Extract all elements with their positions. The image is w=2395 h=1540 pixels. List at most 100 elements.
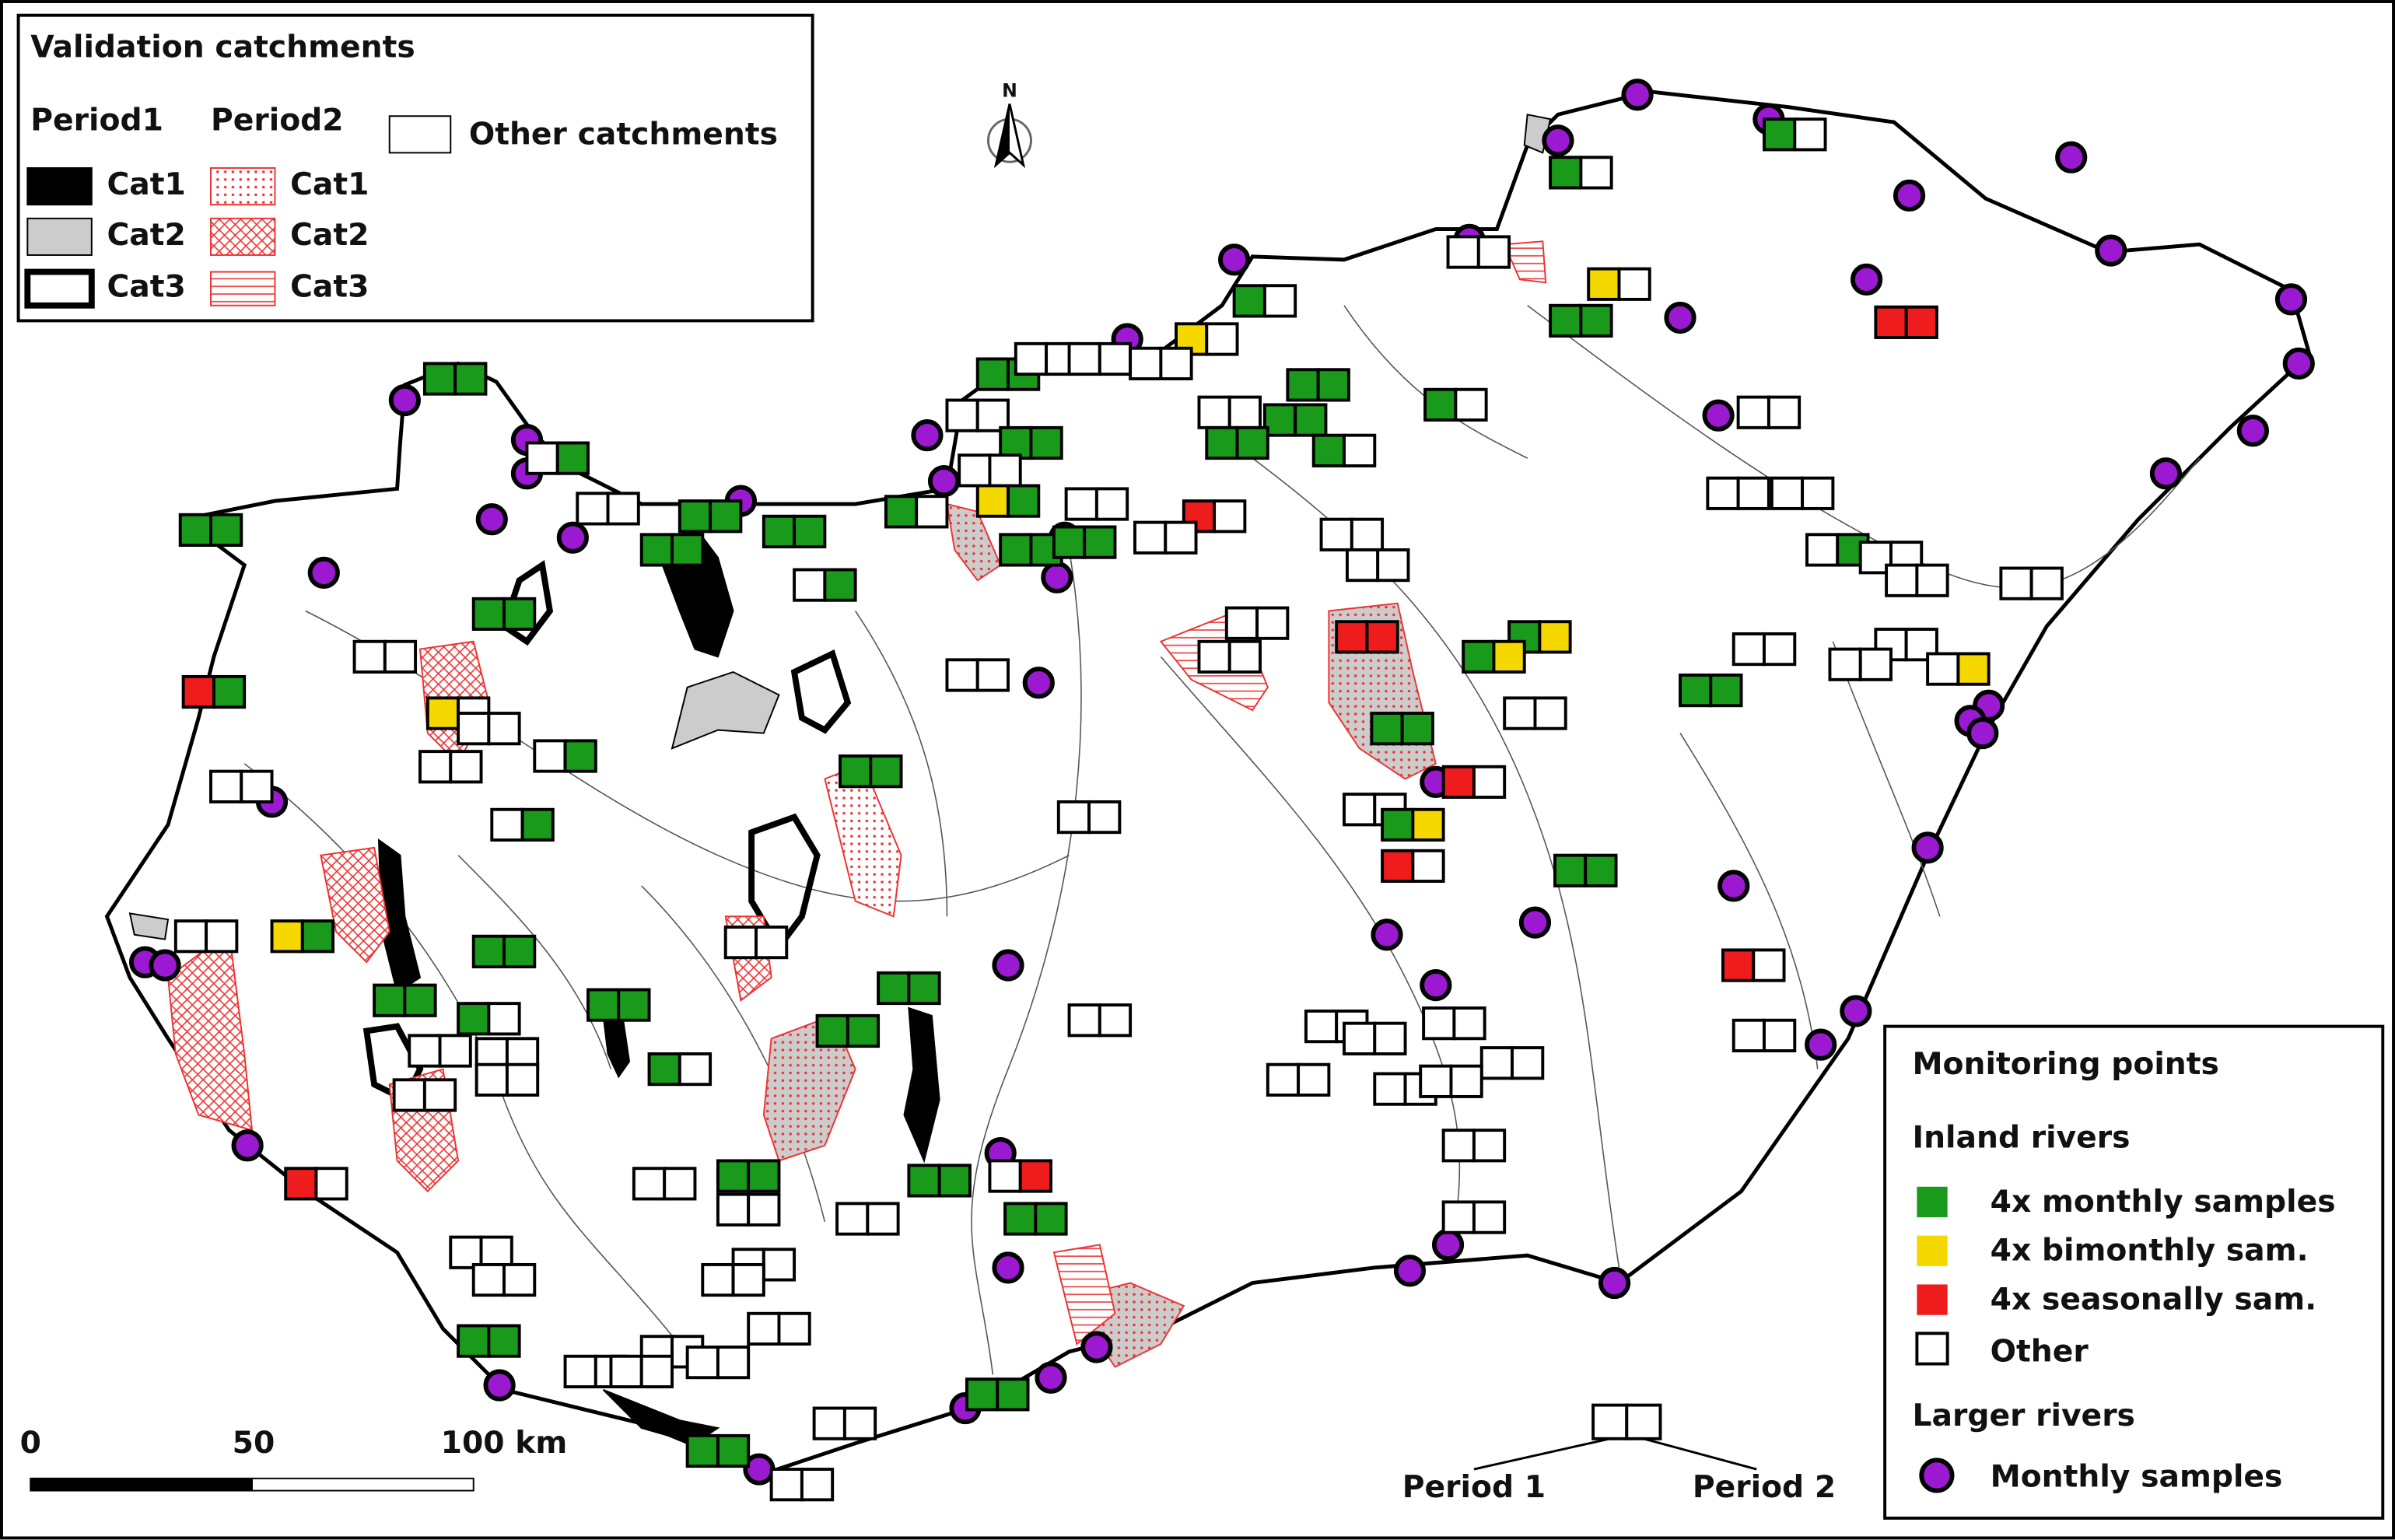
inland-point-p2	[1472, 765, 1507, 800]
inland-point-p1	[1205, 425, 1239, 460]
larger-river-point	[927, 464, 961, 498]
legend-label: 4x monthly samples	[1991, 1185, 2336, 1220]
inland-point-p1	[1763, 117, 1797, 152]
inland-point-p1	[999, 533, 1033, 567]
inland-point-p2	[747, 1159, 781, 1193]
inland-point-p2	[1492, 639, 1526, 674]
inland-point-p1	[716, 1159, 751, 1193]
inland-point-p2	[502, 1262, 537, 1297]
legend-label: Cat3	[107, 270, 185, 305]
inland-point-p1	[1335, 620, 1369, 654]
inland-point-p1	[1446, 235, 1480, 269]
larger-river-point	[1035, 1361, 1067, 1394]
larger-river-point	[1431, 1228, 1465, 1262]
larger-river-point	[307, 556, 340, 590]
inland-point-p2	[240, 769, 274, 803]
inland-point-p1	[1197, 639, 1231, 674]
inland-point-p2	[915, 495, 949, 529]
inland-point-p2	[438, 1034, 472, 1068]
larger-river-point	[1598, 1266, 1631, 1300]
inland-point-p2	[907, 971, 941, 1006]
inland-point-p2	[1763, 1018, 1797, 1052]
inland-point-p2	[793, 514, 827, 548]
inland-point-p2	[823, 568, 857, 602]
larger-river-point	[149, 949, 181, 982]
inland-point-p1	[449, 1235, 483, 1269]
inland-point-p2	[1709, 673, 1743, 708]
inland-point-p1	[1266, 1062, 1301, 1097]
legend-heading: Inland rivers	[1912, 1120, 2130, 1155]
legend-label: Cat1	[290, 167, 369, 202]
inland-point-p2	[487, 1324, 521, 1358]
inland-point-p1	[586, 988, 621, 1022]
inland-point-p1	[835, 1202, 870, 1236]
larger-river-point	[1393, 1255, 1427, 1287]
inland-point-p2	[800, 1468, 835, 1502]
legend-label: Other catchments	[469, 117, 778, 152]
inland-point-p2	[1087, 800, 1122, 835]
inland-point-p2	[1294, 403, 1328, 437]
inland-point-p2	[1213, 499, 1247, 534]
inland-point-p1	[1828, 647, 1862, 681]
catchments	[128, 114, 1552, 1444]
inland-point-p1	[533, 739, 567, 773]
legend-title: Monitoring points	[1912, 1047, 2218, 1082]
inland-point-p2	[300, 919, 335, 954]
inland-point-p2	[1538, 620, 1572, 654]
inland-point-p1	[1197, 395, 1231, 429]
larger-river-point	[475, 503, 508, 536]
inland-point-p1	[945, 658, 979, 692]
inland-point-p2	[1736, 476, 1770, 510]
legend-box	[1883, 1024, 2385, 1520]
inland-point-p2	[1098, 1003, 1133, 1038]
markers	[128, 79, 2315, 1502]
inland-point-p2	[869, 754, 903, 789]
inland-point-p2	[1029, 425, 1063, 460]
inland-point-p1	[1479, 1046, 1514, 1080]
inland-point-p2	[2029, 566, 2064, 600]
inland-point-p2	[1159, 346, 1193, 380]
inland-point-p1	[1770, 476, 1805, 510]
legend-swatch	[24, 268, 95, 309]
larger-river-point	[992, 1251, 1024, 1284]
legend-swatch	[1917, 1186, 1948, 1218]
larger-river-point	[1621, 79, 1654, 111]
inland-point-p1	[769, 1468, 804, 1502]
legend-swatch	[388, 115, 452, 154]
larger-river-point	[1717, 870, 1750, 902]
inland-point-p2	[449, 750, 483, 784]
inland-point-p2	[1255, 606, 1290, 640]
larger-river-point	[1420, 968, 1452, 1002]
inland-point-p2	[555, 441, 590, 475]
inland-point-p1	[1052, 525, 1087, 559]
inland-point-p1	[1731, 1018, 1766, 1052]
key-label: Period 2	[1693, 1470, 1836, 1505]
inland-point-p2	[1018, 1159, 1052, 1193]
inland-point-p1	[1503, 696, 1537, 730]
inland-point-p2	[996, 1377, 1030, 1412]
inland-point-p1	[1731, 632, 1766, 667]
larger-river-point	[1911, 831, 1944, 864]
north-arrow: N	[987, 79, 1032, 169]
inland-point-p1	[1462, 639, 1496, 674]
inland-point-p1	[839, 754, 873, 789]
inland-point-p2	[937, 1164, 972, 1198]
inland-point-p1	[457, 1002, 491, 1036]
inland-point-p1	[1549, 303, 1583, 338]
inland-point-p1	[1885, 563, 1919, 597]
inland-point-p1	[1721, 948, 1756, 982]
key-line	[1473, 1437, 1757, 1471]
legend-swatch	[1915, 1332, 1949, 1366]
inland-point-p1	[1999, 566, 2033, 600]
inland-point-p2	[1533, 696, 1567, 730]
legend-heading: Period2	[211, 103, 344, 138]
inland-point-p2	[1297, 1062, 1331, 1097]
legend-swatch	[1917, 1235, 1948, 1266]
larger-river-point	[1805, 1028, 1837, 1061]
key-label: Period 1	[1402, 1470, 1546, 1505]
inland-point-p2	[1476, 235, 1511, 269]
inland-point-p2	[1164, 520, 1198, 555]
larger-river-point	[1664, 301, 1696, 334]
inland-point-p1	[1319, 517, 1353, 551]
larger-river-point	[1518, 906, 1552, 939]
